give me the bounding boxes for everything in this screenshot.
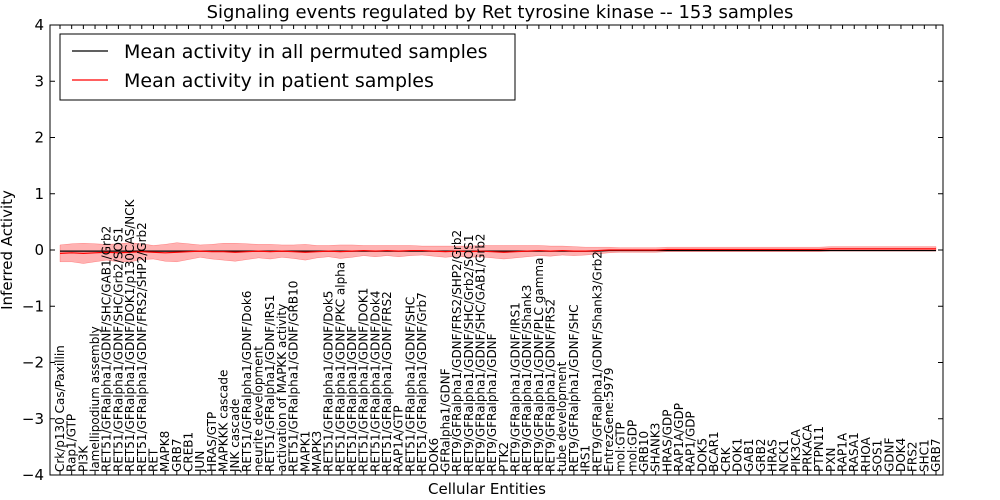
- x-tick-label: RET9/GFRalpha1/GDNF/FRS2: [544, 299, 558, 472]
- x-tick-label: RET9/GFRalpha1/GDNF/SHC: [567, 304, 581, 472]
- x-tick-label: RET51/GFRalpha1/GDNF/FRS2: [380, 291, 394, 472]
- x-tick-label: RET9/GFRalpha1/GDNF/PLC gamma: [532, 258, 546, 472]
- x-tick-label: GRB7: [170, 438, 184, 472]
- x-tick-label: RHOA: [859, 436, 873, 472]
- x-tick-label: HRAS/GTP: [205, 412, 219, 472]
- x-tick-label: PXN: [824, 448, 838, 472]
- x-tick-label: DOK6: [427, 438, 441, 472]
- x-tick-label: RET9/GFRalpha1/GDNF/IRS1: [509, 302, 523, 472]
- x-tick-label: JNK cascade: [228, 399, 242, 473]
- legend-entry-patient: Mean activity in patient samples: [124, 70, 434, 92]
- x-tick-label: FRS2: [906, 442, 920, 473]
- x-axis: Crk/p130 Cas/PaxillinRap1/GTPPI3Klamelli…: [53, 25, 943, 475]
- x-tick-label: RET51/GFRalpha1/GDNF/GRB10: [287, 281, 301, 472]
- x-tick-label: JUN: [193, 451, 207, 473]
- chart-title: Signaling events regulated by Ret tyrosi…: [207, 2, 794, 23]
- x-tick-label: MAPK3: [310, 431, 324, 472]
- x-tick-label: lamellipodium assembly: [88, 326, 102, 472]
- x-tick-label: MAPK8: [158, 431, 172, 472]
- x-tick-label: PTK2: [497, 442, 511, 472]
- x-tick-label: RET51/GFRalpha1/GDNF: [345, 326, 359, 472]
- x-tick-label: CRK: [719, 446, 733, 472]
- x-tick-label: DOK4: [894, 438, 908, 472]
- x-tick-label: MAPKKK cascade: [217, 370, 231, 472]
- x-tick-label: NCK1: [777, 439, 791, 472]
- x-tick-label: Rap1/GTP: [65, 414, 79, 472]
- x-tick-label: PI3K: [76, 445, 90, 472]
- x-tick-label: RET9/GFRalpha1/GDNF/Shank3/Grb2: [590, 251, 604, 472]
- x-tick-label: EntrezGene:5979: [602, 368, 616, 473]
- x-tick-label: HRAS/GDP: [660, 409, 674, 472]
- x-tick-label: RET51/GFRalpha1/GDNF/PKC alpha: [333, 262, 347, 472]
- x-tick-label: RAP1/GDP: [684, 411, 698, 472]
- y-tick-label: −4: [22, 466, 44, 484]
- x-tick-label: mol:GTP: [614, 422, 628, 472]
- y-tick-label: 1: [34, 185, 44, 203]
- x-tick-label: RET9/GFRalpha1/GDNF/Shank3: [520, 285, 534, 472]
- x-tick-label: CREB1: [181, 432, 195, 472]
- x-tick-label: RET51/GFRalpha1/GDNF/DOK1/p130CAS/NCK: [123, 198, 137, 472]
- x-tick-label: GRB10: [637, 431, 651, 472]
- x-tick-label: RET51/GFRalpha1/GDNF/FRS2/SHP2/Grb2: [135, 222, 149, 472]
- y-axis-label: Inferred Activity: [0, 190, 16, 310]
- x-axis-label: Cellular Entities: [428, 480, 546, 498]
- y-tick-label: −1: [22, 297, 44, 315]
- x-tick-label: SHC1: [917, 439, 931, 472]
- x-tick-label: PTPN11: [812, 426, 826, 472]
- y-tick-label: −2: [22, 354, 44, 372]
- x-tick-label: RET51/GFRalpha1/GDNF/SHC/GAB1/Grb2: [100, 226, 114, 472]
- x-tick-label: IRS1: [579, 445, 593, 472]
- plot-area: [59, 242, 937, 264]
- x-tick-label: SOS1: [871, 440, 885, 472]
- x-tick-label: GDNF: [882, 437, 896, 472]
- x-tick-label: RAP1A/GDP: [672, 403, 686, 472]
- x-tick-label: tube development: [555, 361, 569, 472]
- x-tick-label: RET51/GFRalpha1/GDNF/Grb7: [415, 292, 429, 472]
- y-tick-label: 0: [34, 241, 44, 259]
- x-tick-label: RET51/GFRalpha1/GDNF/Dok4: [368, 291, 382, 472]
- x-tick-label: RAP1A/GTP: [392, 405, 406, 472]
- y-axis: −4 −3 −2 −1 0 1 2 3 4: [22, 16, 943, 484]
- x-tick-label: RET51/GFRalpha1/GDNF/Dok6: [240, 291, 254, 472]
- x-tick-label: RET51/GFRalpha1/GDNF/Dok5: [322, 291, 336, 472]
- y-tick-label: −3: [22, 410, 44, 428]
- x-tick-label: activation of MAPKK activity: [275, 304, 289, 472]
- x-tick-label: GAB1: [742, 439, 756, 472]
- x-tick-label: PRKACA: [801, 423, 815, 472]
- legend-box: [59, 33, 516, 101]
- x-tick-label: GRB7: [929, 438, 943, 472]
- x-tick-label: Crk/p130 Cas/Paxillin: [53, 345, 67, 472]
- legend-entry-permuted: Mean activity in all permuted samples: [124, 41, 487, 63]
- x-tick-label: DOK5: [695, 438, 709, 472]
- legend: Mean activity in all permuted samples Me…: [59, 33, 516, 101]
- x-tick-label: RET51/GFRalpha1/GDNF/DOK1: [357, 288, 371, 472]
- x-tick-label: RET9/GFRalpha1/GDNF/SHC/GAB1/Grb2: [473, 233, 487, 472]
- x-tick-label: MAPK1: [298, 431, 312, 472]
- x-tick-label: BCAR1: [707, 431, 721, 472]
- y-tick-label: 4: [34, 16, 44, 34]
- y-tick-label: 3: [34, 72, 44, 90]
- x-tick-label: SHANK3: [649, 423, 663, 472]
- x-tick-label: RAP1A: [836, 432, 850, 472]
- x-tick-label: GRB2: [754, 438, 768, 472]
- x-tick-label: GFRalpha1/GDNF: [438, 368, 452, 472]
- x-tick-label: RET9/GFRalpha1/GDNF: [485, 333, 499, 472]
- y-tick-label: 2: [34, 129, 44, 147]
- x-tick-label: RET51/GFRalpha1/GDNF/SHC: [403, 297, 417, 472]
- x-tick-label: RET: [146, 448, 160, 472]
- x-tick-label: RASA1: [847, 432, 861, 472]
- x-tick-label: RET51/GFRalpha1/GDNF/IRS1: [263, 295, 277, 472]
- x-tick-label: HRAS: [765, 439, 779, 472]
- series-line-patient: [59, 248, 936, 254]
- patient-spread-band: [59, 242, 937, 264]
- x-tick-label: neurite development: [252, 346, 266, 472]
- x-tick-label: RET51/GFRalpha1/GDNF/SHC/Grb2/SOS1: [111, 227, 125, 472]
- x-tick-label: PIK3CA: [789, 428, 803, 472]
- x-tick-label: RET9/GFRalpha1/GDNF/SHC/Grb2/SOS1: [462, 234, 476, 472]
- x-tick-label: DOK1: [730, 438, 744, 472]
- x-tick-label: RET9/GFRalpha1/GDNF/FRS2/SHP2/Grb2: [450, 230, 464, 472]
- x-tick-label: mol:GDP: [625, 420, 639, 472]
